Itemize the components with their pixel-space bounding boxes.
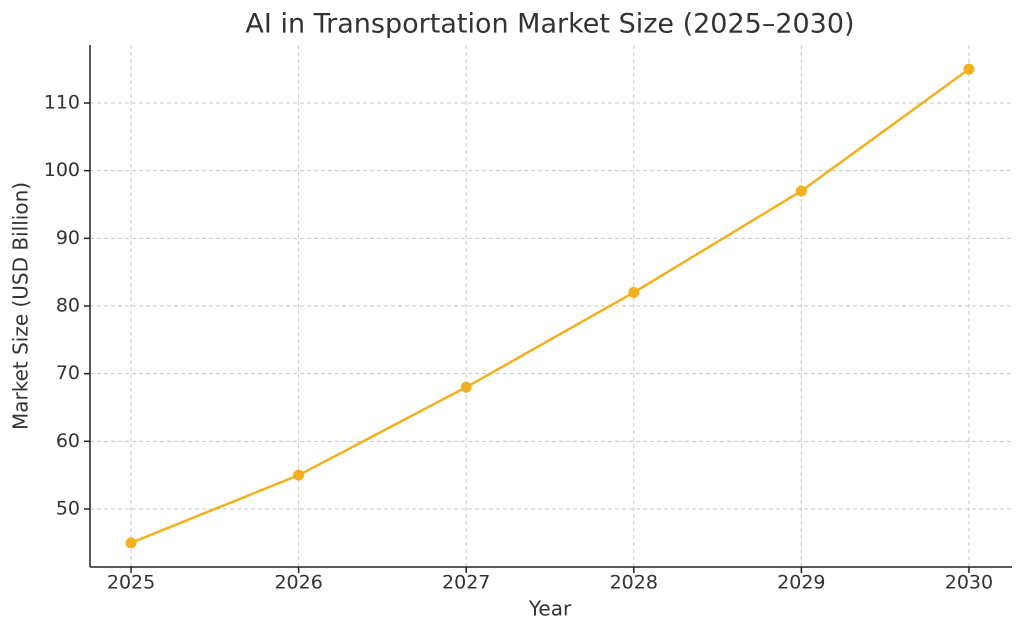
data-point <box>460 381 472 393</box>
data-point <box>963 63 975 75</box>
x-tick-label: 2027 <box>442 572 490 594</box>
y-tick-label: 100 <box>44 159 80 181</box>
x-tick-label: 2025 <box>107 572 155 594</box>
y-tick-label: 90 <box>56 227 80 249</box>
y-tick-label: 110 <box>44 91 80 113</box>
x-tick-label: 2029 <box>777 572 825 594</box>
data-line <box>130 68 970 545</box>
data-point <box>293 469 305 481</box>
x-axis-label: Year <box>528 597 572 621</box>
y-tick-label: 70 <box>56 362 80 384</box>
chart-title: AI in Transportation Market Size (2025–2… <box>245 9 854 40</box>
y-tick-label: 60 <box>56 430 80 452</box>
y-tick-label: 50 <box>56 498 80 520</box>
y-axis-label: Market Size (USD Billion) <box>9 182 33 430</box>
x-tick-label: 2026 <box>274 572 322 594</box>
x-tick-label: 2030 <box>945 572 993 594</box>
x-tick-label: 2028 <box>610 572 658 594</box>
data-point <box>795 185 807 197</box>
y-tick-label: 80 <box>56 295 80 317</box>
data-point <box>628 286 640 298</box>
data-point <box>125 537 137 549</box>
